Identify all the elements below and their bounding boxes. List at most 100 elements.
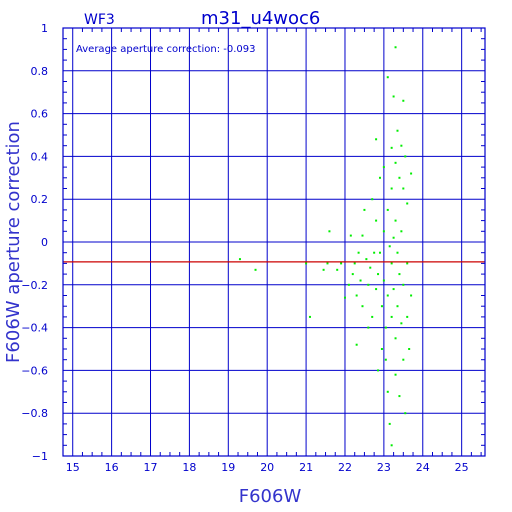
data-point xyxy=(406,202,409,205)
data-point xyxy=(382,230,385,233)
data-point xyxy=(394,46,397,49)
data-point xyxy=(390,262,393,265)
data-point xyxy=(359,279,362,282)
data-point xyxy=(308,315,311,318)
data-point xyxy=(410,294,413,297)
data-point xyxy=(386,76,389,79)
data-point xyxy=(392,288,395,291)
x-tick-label: 17 xyxy=(144,461,158,474)
chart-title: m31_u4woc6 xyxy=(201,8,320,29)
data-point xyxy=(305,262,308,265)
y-tick-label: 0.6 xyxy=(31,108,49,121)
data-point xyxy=(400,144,403,147)
x-tick-label: 22 xyxy=(338,461,352,474)
data-point xyxy=(390,444,393,447)
data-point xyxy=(406,315,409,318)
y-tick-label: 1 xyxy=(41,22,48,35)
x-tick-label: 19 xyxy=(221,461,235,474)
data-point xyxy=(384,326,387,329)
data-points xyxy=(238,46,413,447)
data-point xyxy=(349,234,352,237)
data-point xyxy=(369,266,372,269)
y-axis-label: F606W aperture correction xyxy=(3,121,24,363)
y-tick-label: −0.4 xyxy=(21,322,48,335)
y-tick-label: −0.6 xyxy=(21,364,48,377)
data-point xyxy=(394,337,397,340)
data-point xyxy=(365,258,368,261)
data-point xyxy=(394,219,397,222)
data-point xyxy=(375,138,378,141)
data-point xyxy=(254,268,257,271)
data-point xyxy=(340,262,343,265)
data-point xyxy=(355,343,358,346)
data-point xyxy=(363,208,366,211)
x-tick-label: 16 xyxy=(105,461,119,474)
data-point xyxy=(371,315,374,318)
y-tick-label: −0.2 xyxy=(21,279,48,292)
x-tick-label: 20 xyxy=(260,461,274,474)
camera-label: WF3 xyxy=(84,12,115,28)
data-point xyxy=(396,251,399,254)
data-point xyxy=(367,283,370,286)
data-point xyxy=(375,219,378,222)
data-point xyxy=(396,305,399,308)
data-point xyxy=(384,358,387,361)
x-tick-label: 18 xyxy=(182,461,196,474)
grid xyxy=(63,27,485,457)
y-tick-label: −0.8 xyxy=(21,407,48,420)
data-point xyxy=(392,236,395,239)
data-point xyxy=(410,172,413,175)
data-point xyxy=(380,348,383,350)
data-point xyxy=(402,187,405,190)
data-point xyxy=(336,268,339,271)
data-point xyxy=(355,294,358,297)
average-correction-annotation: Average aperture correction: -0.093 xyxy=(76,44,256,55)
y-tick-labels: 1 0.8 0.6 0.4 0.2 0 −0.2 −0.4 −0.6 −0.8 −1 xyxy=(21,22,48,463)
data-point xyxy=(361,305,364,308)
y-tick-label: 0.2 xyxy=(31,193,49,206)
data-point xyxy=(382,166,385,169)
data-point xyxy=(377,273,380,276)
x-tick-label: 21 xyxy=(299,461,313,474)
data-point xyxy=(408,348,411,350)
data-point xyxy=(402,358,405,361)
data-point xyxy=(388,245,391,248)
data-point xyxy=(396,129,399,132)
data-point xyxy=(406,262,409,265)
x-tick-labels: 15 16 17 18 19 20 21 22 23 24 25 xyxy=(66,461,469,474)
data-point xyxy=(328,230,331,233)
data-point xyxy=(392,95,395,98)
data-point xyxy=(361,234,364,237)
data-point xyxy=(386,208,389,211)
data-point xyxy=(373,251,376,254)
data-point xyxy=(386,294,389,297)
data-point xyxy=(398,273,401,276)
data-point xyxy=(380,305,383,308)
data-point xyxy=(386,390,389,393)
data-point xyxy=(398,395,401,398)
data-point xyxy=(377,369,380,372)
data-point xyxy=(322,268,325,271)
x-axis-label: F606W xyxy=(239,486,302,507)
data-point xyxy=(400,322,403,325)
y-tick-label: 0.4 xyxy=(31,150,49,163)
y-tick-label: 0.8 xyxy=(31,65,49,78)
data-point xyxy=(357,251,360,254)
x-tick-label: 25 xyxy=(455,461,469,474)
data-point xyxy=(238,258,241,261)
data-point xyxy=(378,251,381,254)
data-point xyxy=(394,161,397,164)
x-tick-label: 15 xyxy=(66,461,80,474)
data-point xyxy=(390,146,393,149)
data-point xyxy=(351,273,354,276)
data-point xyxy=(382,279,385,282)
data-point xyxy=(326,262,329,265)
data-point xyxy=(367,326,370,329)
data-point xyxy=(371,198,374,201)
plot-frame xyxy=(62,27,486,457)
data-point xyxy=(353,262,356,265)
y-tick-label: 0 xyxy=(41,236,48,249)
data-point xyxy=(404,412,407,415)
y-tick-label: −1 xyxy=(32,450,48,463)
